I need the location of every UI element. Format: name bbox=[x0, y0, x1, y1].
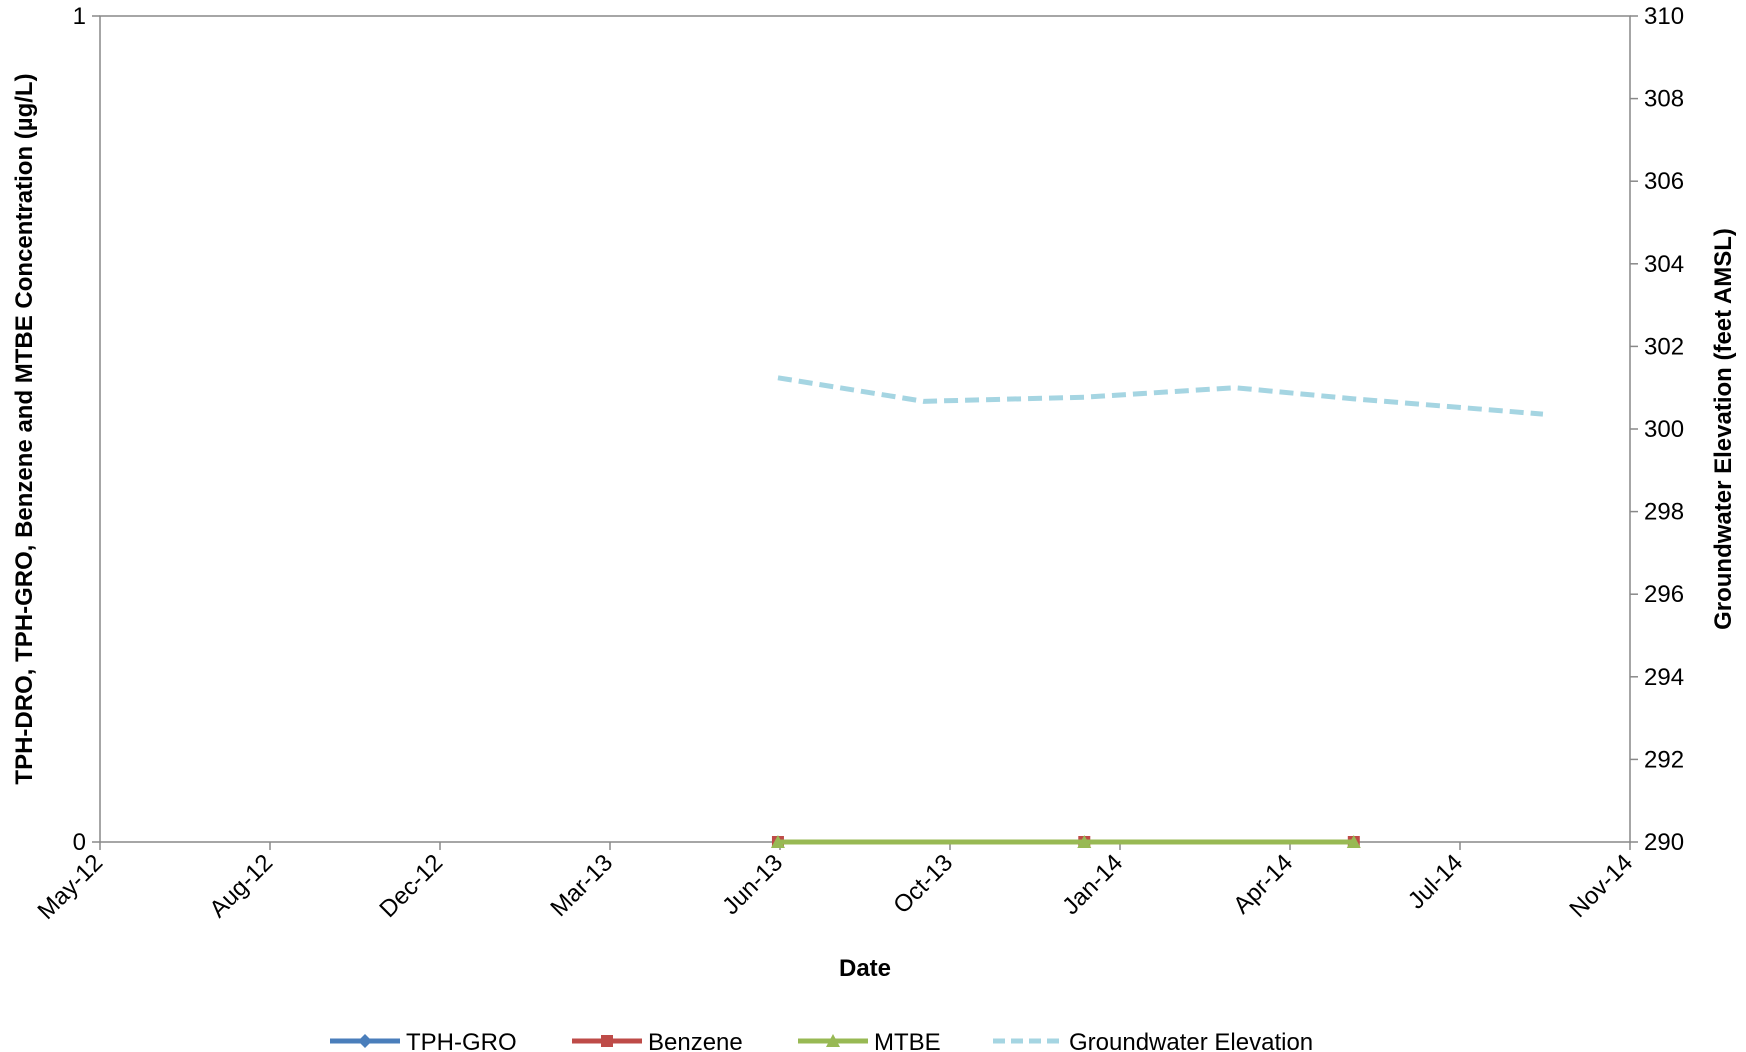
legend-item-tph-gro: TPH-GRO bbox=[330, 1029, 517, 1052]
right-y-tick-label: 310 bbox=[1644, 3, 1684, 30]
right-y-tick-label: 296 bbox=[1644, 581, 1684, 608]
data-point-mtbe bbox=[770, 835, 785, 848]
right-y-tick-label: 302 bbox=[1644, 333, 1684, 360]
left-y-tick-label: 0 bbox=[73, 829, 86, 856]
legend: TPH-GRO Benzene MTBE Groundwater Elevation bbox=[330, 1029, 1313, 1052]
plot-area bbox=[99, 15, 1631, 843]
left-y-axis-title: TPH-DRO, TPH-GRO, Benzene and MTBE Conce… bbox=[11, 73, 38, 784]
right-y-tick-label: 294 bbox=[1644, 664, 1684, 691]
legend-marker bbox=[358, 1034, 372, 1048]
right-y-tick-label: 306 bbox=[1644, 168, 1684, 195]
right-y-axis-title: Groundwater Elevation (feet AMSL) bbox=[1710, 228, 1737, 630]
right-y-tick-label: 308 bbox=[1644, 86, 1684, 113]
right-y-tick-label: 298 bbox=[1644, 499, 1684, 526]
x-axis-title: Date bbox=[839, 955, 891, 982]
legend-item-benzene: Benzene bbox=[572, 1029, 743, 1052]
legend-label: Benzene bbox=[648, 1029, 743, 1052]
legend-item-groundwater-elevation: Groundwater Elevation bbox=[993, 1029, 1313, 1052]
data-point-mtbe bbox=[1077, 835, 1092, 848]
x-tick-label: Oct-13 bbox=[888, 849, 958, 919]
legend-label: Groundwater Elevation bbox=[1069, 1029, 1313, 1052]
x-tick-label: Apr-14 bbox=[1228, 849, 1298, 919]
legend-label: TPH-GRO bbox=[406, 1029, 517, 1052]
x-tick-label: Jun-13 bbox=[717, 849, 788, 920]
right-y-tick-label: 300 bbox=[1644, 416, 1684, 443]
x-tick-label: Jan-14 bbox=[1057, 849, 1128, 920]
x-tick-label: Aug-12 bbox=[204, 849, 278, 923]
x-tick-label: Dec-12 bbox=[374, 849, 448, 923]
legend-label: MTBE bbox=[874, 1029, 941, 1052]
series-line-groundwater-elevation bbox=[777, 375, 1544, 417]
x-tick-label: Nov-14 bbox=[1564, 849, 1638, 923]
x-tick-label: May-12 bbox=[33, 849, 109, 925]
x-tick-label: Jul-14 bbox=[1403, 849, 1468, 914]
data-point-mtbe bbox=[1346, 835, 1361, 848]
right-y-tick-label: 292 bbox=[1644, 746, 1684, 773]
x-tick-label: Mar-13 bbox=[545, 849, 618, 922]
legend-item-mtbe: MTBE bbox=[798, 1029, 941, 1052]
legend-marker bbox=[826, 1034, 840, 1047]
right-y-tick-label: 290 bbox=[1644, 829, 1684, 856]
left-y-tick-label: 1 bbox=[73, 3, 86, 30]
legend-marker bbox=[601, 1035, 613, 1047]
right-y-tick-label: 304 bbox=[1644, 251, 1684, 278]
